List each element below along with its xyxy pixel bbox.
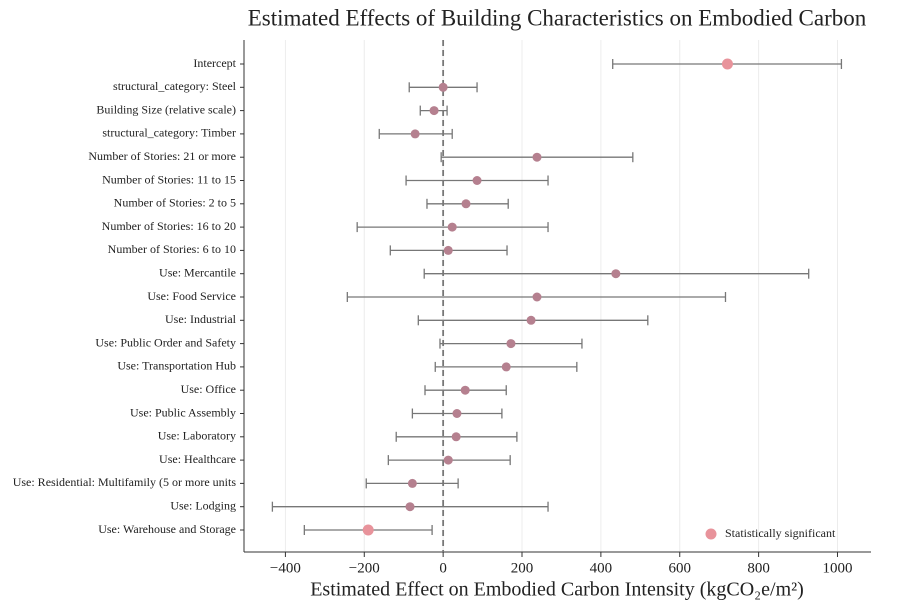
point (447, 222, 457, 232)
point (506, 339, 516, 349)
y-tick-label: Number of Stories: 11 to 15 (102, 172, 236, 186)
x-tick-label: 200 (511, 560, 534, 576)
y-tick-label: structural_category: Timber (102, 126, 236, 140)
y-tick-label: Use: Public Assembly (130, 405, 236, 419)
y-tick-label: structural_category: Steel (113, 79, 237, 93)
y-tick-label: Use: Industrial (165, 312, 237, 326)
y-tick-label: Use: Transportation Hub (117, 359, 236, 373)
x-tick-label: −200 (349, 560, 380, 576)
point (362, 524, 374, 536)
point (410, 129, 420, 139)
y-tick-label: Use: Food Service (147, 289, 236, 303)
point (452, 409, 462, 418)
y-tick-label: Number of Stories: 6 to 10 (108, 242, 236, 256)
x-tick-label: 0 (439, 560, 447, 576)
point (461, 199, 471, 209)
y-tick-label: Use: Residential: Multifamily (5 or more… (13, 475, 237, 489)
point (438, 82, 448, 92)
point (532, 152, 542, 162)
y-tick-label: Use: Lodging (170, 498, 236, 512)
point (460, 385, 470, 395)
point (443, 245, 453, 255)
x-tick-label: 400 (590, 560, 613, 576)
legend-label: Statistically significant (725, 526, 836, 540)
legend-marker (705, 528, 717, 540)
y-tick-label: Number of Stories: 21 or more (88, 149, 236, 163)
point (405, 502, 415, 512)
point (721, 58, 733, 70)
y-tick-label: Use: Office (181, 382, 236, 396)
x-tick-label: 600 (668, 560, 691, 576)
y-tick-label: Use: Warehouse and Storage (98, 522, 236, 536)
chart-title: Estimated Effects of Building Characteri… (248, 5, 867, 30)
y-tick-label: Number of Stories: 2 to 5 (114, 196, 236, 210)
point (472, 176, 482, 185)
y-tick-label: Use: Public Order and Safety (95, 335, 236, 349)
y-tick-label: Number of Stories: 16 to 20 (102, 219, 236, 233)
point (501, 362, 511, 372)
x-axis-label: Estimated Effect on Embodied Carbon Inte… (310, 579, 804, 601)
y-tick-label: Use: Mercantile (159, 265, 236, 279)
x-tick-label: −400 (270, 560, 301, 576)
x-tick-label: 1000 (822, 560, 852, 576)
y-tick-label: Use: Laboratory (158, 429, 236, 443)
point (443, 455, 453, 465)
point (611, 269, 621, 279)
point (526, 315, 536, 325)
point (532, 292, 542, 302)
y-tick-label: Intercept (193, 56, 236, 70)
x-tick-label: 800 (747, 560, 770, 576)
y-tick-label: Building Size (relative scale) (96, 102, 236, 116)
point (407, 478, 417, 488)
point (451, 432, 461, 442)
point (429, 106, 439, 116)
y-tick-label: Use: Healthcare (159, 452, 236, 466)
